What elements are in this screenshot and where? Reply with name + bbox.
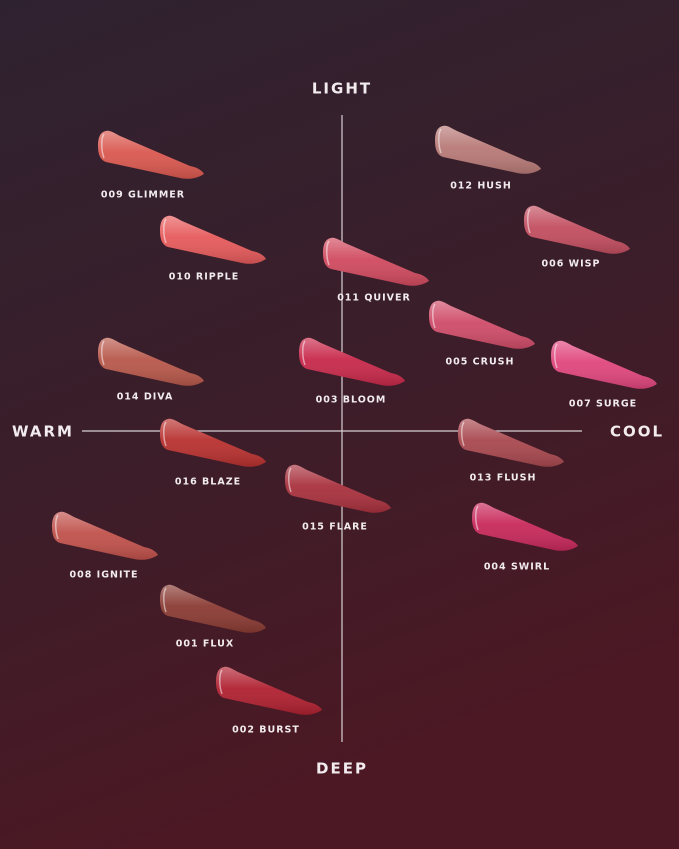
swatch-label: 004 SWIRL	[484, 562, 550, 573]
swatch-edge	[55, 514, 59, 540]
swatch	[458, 418, 564, 467]
swatch-label: 012 HUSH	[450, 181, 512, 192]
swatch-shine	[98, 130, 204, 179]
swatch-edge	[302, 340, 306, 366]
swatch-label: 005 CRUSH	[446, 357, 515, 368]
swatch	[52, 511, 158, 560]
swatch-shine	[299, 337, 405, 386]
swatch-label: 006 WISP	[542, 259, 601, 270]
swatch-edge	[326, 240, 330, 266]
swatch	[323, 237, 429, 286]
swatch-label: 008 IGNITE	[70, 570, 139, 581]
swatch	[160, 418, 266, 467]
swatch-label: 002 BURST	[232, 725, 300, 736]
swatch	[160, 215, 266, 264]
swatch-edge	[475, 505, 479, 531]
swatch-label: 013 FLUSH	[470, 473, 537, 484]
swatch-shine	[160, 584, 266, 633]
swatch-label: 003 BLOOM	[316, 395, 387, 406]
swatch-label: 007 SURGE	[569, 399, 637, 410]
swatch-edge	[461, 421, 465, 447]
swatch	[472, 502, 578, 551]
swatch-shine	[160, 418, 266, 467]
swatch	[98, 337, 204, 386]
swatch-label: 001 FLUX	[176, 639, 234, 650]
axis-label: COOL	[610, 423, 664, 441]
swatch-shine	[98, 337, 204, 386]
swatch-shine	[52, 511, 158, 560]
swatch-edge	[163, 218, 167, 244]
swatch-shine	[216, 666, 322, 715]
swatch-edge	[438, 128, 442, 154]
swatch-label: 011 QUIVER	[337, 293, 411, 304]
swatch-shine	[323, 237, 429, 286]
swatch-edge	[101, 133, 105, 159]
swatch-edge	[163, 421, 167, 447]
swatch-shine	[285, 464, 391, 513]
swatch-edge	[219, 669, 223, 695]
swatch	[429, 300, 535, 349]
swatch-shine	[429, 300, 535, 349]
swatch-edge	[288, 467, 292, 493]
swatch	[299, 337, 405, 386]
swatch	[435, 125, 541, 174]
swatch-shine	[472, 502, 578, 551]
swatch-label: 010 RIPPLE	[169, 272, 239, 283]
swatch-shine	[458, 418, 564, 467]
swatches: 009 GLIMMER 010 RIPPLE 011 QUIVER 012 HUSH 0…	[52, 125, 657, 736]
swatch	[216, 666, 322, 715]
axis-label: LIGHT	[312, 80, 372, 98]
swatch-edge	[101, 340, 105, 366]
swatch	[524, 205, 630, 254]
swatch-edge	[163, 587, 167, 613]
swatch-label: 014 DIVA	[117, 392, 174, 403]
swatch	[98, 130, 204, 179]
swatch-label: 015 FLARE	[302, 522, 368, 533]
swatch-shine	[551, 340, 657, 389]
swatch-shine	[435, 125, 541, 174]
swatch-edge	[554, 343, 558, 369]
swatch-edge	[432, 303, 436, 329]
swatch-label: 016 BLAZE	[175, 477, 241, 488]
axis-label: DEEP	[316, 760, 368, 778]
swatch-shine	[524, 205, 630, 254]
swatch-shine	[160, 215, 266, 264]
swatch	[160, 584, 266, 633]
axis-label: WARM	[12, 423, 74, 441]
swatch	[285, 464, 391, 513]
swatch-label: 009 GLIMMER	[101, 190, 185, 201]
swatch-edge	[527, 208, 531, 234]
swatch	[551, 340, 657, 389]
